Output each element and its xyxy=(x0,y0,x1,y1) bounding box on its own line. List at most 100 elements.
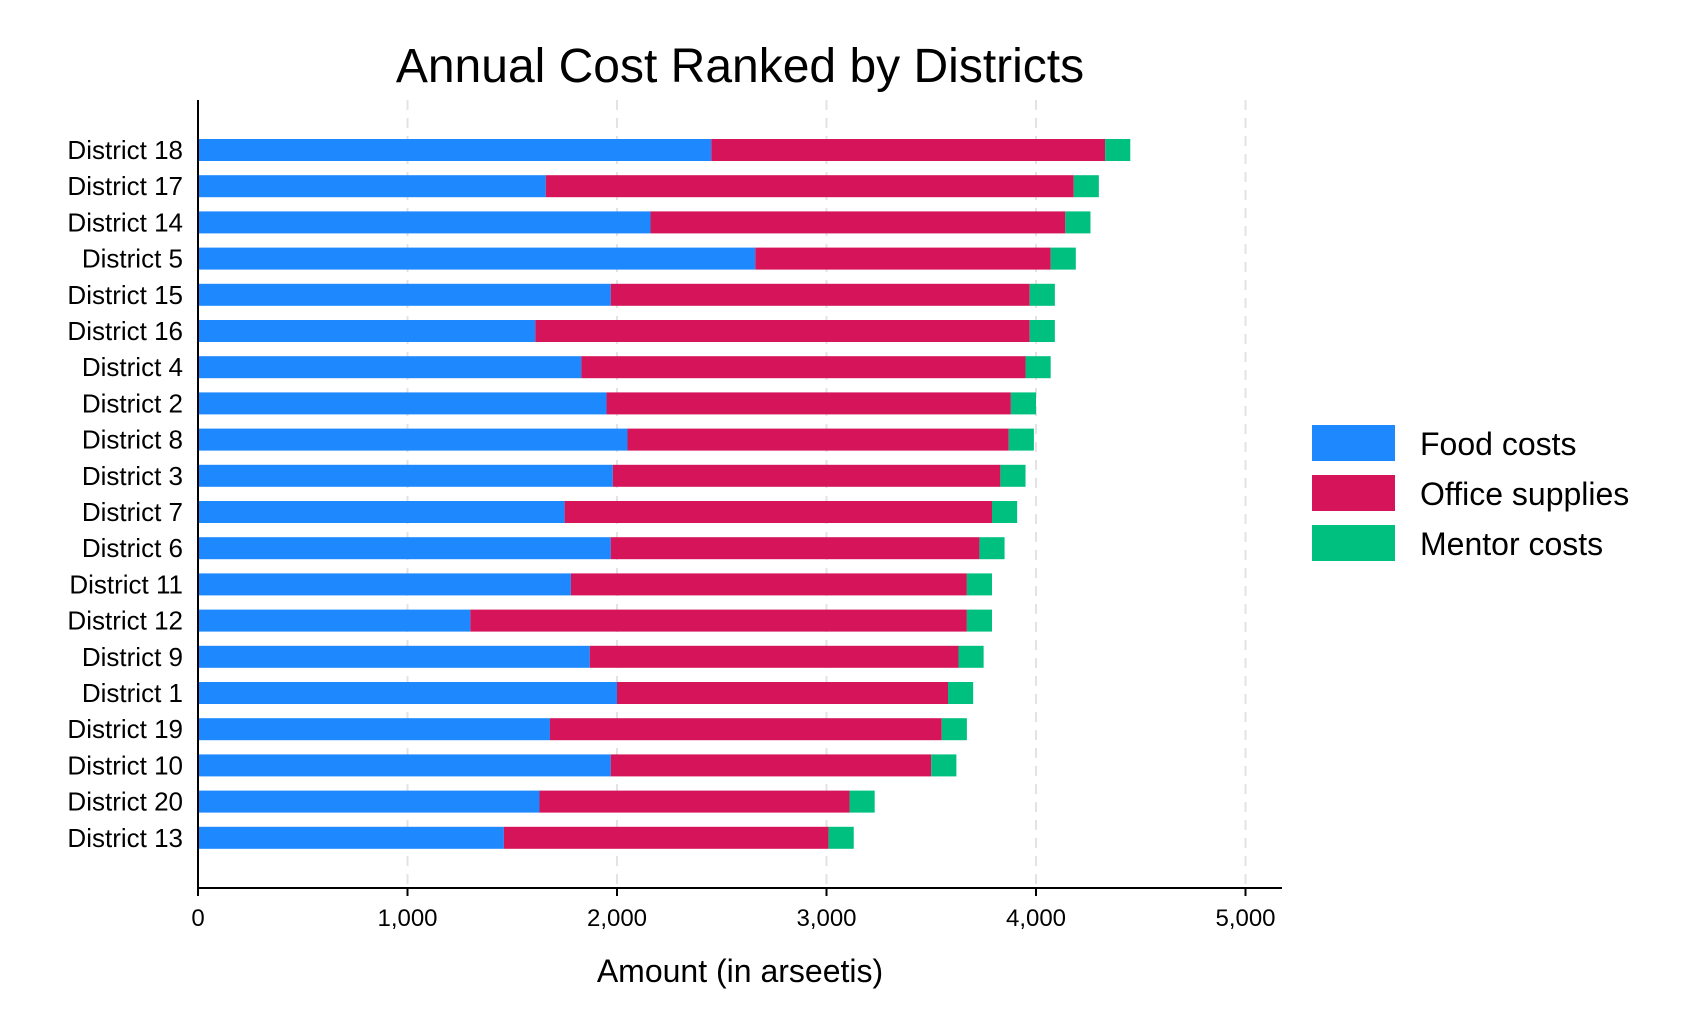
category-label: District 16 xyxy=(67,316,183,346)
bar-segment xyxy=(1050,247,1076,270)
legend: Food costs Office supplies Mentor costs xyxy=(1312,425,1629,562)
bar-segment xyxy=(198,283,611,306)
category-label: District 15 xyxy=(67,280,183,310)
category-labels: District 18 District 17 District 14 Distric… xyxy=(67,135,183,853)
category-label: District 7 xyxy=(82,497,183,527)
category-label: District 6 xyxy=(82,533,183,563)
bar-segment xyxy=(966,573,993,596)
bar-segment xyxy=(570,573,967,596)
bar-segment xyxy=(627,428,1009,451)
bar-segment xyxy=(979,537,1005,560)
category-label: District 20 xyxy=(67,787,183,817)
bar-segment xyxy=(198,537,611,560)
x-tick-label: 1,000 xyxy=(377,905,437,932)
bar-segment xyxy=(849,790,875,813)
bar-segment xyxy=(503,826,829,849)
bar-segment xyxy=(535,320,1030,342)
bar-segment xyxy=(198,175,546,198)
bar-segment xyxy=(966,609,993,632)
bar-segment xyxy=(198,573,571,596)
x-tick-label: 5,000 xyxy=(1215,905,1275,932)
bar-segment xyxy=(198,682,617,704)
category-label: District 5 xyxy=(82,244,183,274)
bar-segment xyxy=(931,754,957,777)
bar-segment xyxy=(198,718,550,741)
bar-segment xyxy=(606,392,1011,415)
legend-label: Food costs xyxy=(1420,426,1577,462)
category-label: District 12 xyxy=(67,606,183,636)
bar-segment xyxy=(1010,392,1036,415)
legend-swatch xyxy=(1312,475,1395,511)
legend-swatch xyxy=(1312,525,1395,561)
bar-segment xyxy=(941,718,967,741)
bar-segment xyxy=(545,175,1074,198)
bar-segment xyxy=(617,682,949,704)
category-label: District 1 xyxy=(82,678,183,708)
category-label: District 13 xyxy=(67,823,183,853)
bar-segment xyxy=(539,790,850,813)
category-label: District 3 xyxy=(82,461,183,491)
x-tick-label: 3,000 xyxy=(796,905,856,932)
bar-segment xyxy=(549,718,942,741)
bar-segment xyxy=(948,682,974,704)
bar-segment xyxy=(1029,320,1055,342)
chart-title: Annual Cost Ranked by Districts xyxy=(396,40,1084,93)
bar-segment xyxy=(198,464,613,487)
bar-segment xyxy=(198,826,504,849)
bar-segment xyxy=(755,247,1051,270)
category-label: District 4 xyxy=(82,352,183,382)
bar-segment xyxy=(198,139,712,161)
category-label: District 2 xyxy=(82,388,183,418)
category-label: District 9 xyxy=(82,642,183,672)
x-tick-label: 4,000 xyxy=(1006,905,1066,932)
bar-segment xyxy=(198,609,471,632)
bar-segment xyxy=(198,428,628,451)
legend-label: Office supplies xyxy=(1420,476,1629,512)
category-label: District 8 xyxy=(82,425,183,455)
category-label: District 17 xyxy=(67,171,183,201)
bar-segment xyxy=(1000,464,1026,487)
x-axis-label: Amount (in arseetis) xyxy=(597,953,883,989)
axes xyxy=(197,100,1282,889)
bar-segment xyxy=(198,247,756,270)
bar-segment xyxy=(198,211,651,234)
legend-swatch xyxy=(1312,425,1395,461)
category-label: District 10 xyxy=(67,750,183,780)
legend-label: Mentor costs xyxy=(1420,526,1603,562)
bar-segment xyxy=(198,501,565,523)
bar-segment xyxy=(198,320,536,342)
bar-segment xyxy=(650,211,1066,234)
bar-segment xyxy=(610,754,932,777)
bar-segment xyxy=(1025,356,1051,379)
bar-segment xyxy=(198,645,590,668)
bar-segment xyxy=(828,826,854,849)
bar-segment xyxy=(610,283,1030,306)
bar-segment xyxy=(198,790,540,813)
bar-segment xyxy=(1008,428,1034,451)
bar-segment xyxy=(992,501,1018,523)
category-label: District 19 xyxy=(67,714,183,744)
bar-segment xyxy=(564,501,993,523)
bar-segment xyxy=(1073,175,1099,198)
bar-segment xyxy=(958,645,984,668)
bar-segment xyxy=(1065,211,1091,234)
bar-segment xyxy=(711,139,1106,161)
category-label: District 14 xyxy=(67,207,183,237)
bar-segment xyxy=(589,645,959,668)
x-ticks: 0 1,000 2,000 3,000 4,000 5,000 xyxy=(191,888,1276,932)
bar-segment xyxy=(610,537,980,560)
category-label: District 18 xyxy=(67,135,183,165)
x-tick-label: 0 xyxy=(191,905,204,932)
bar-segment xyxy=(470,609,967,632)
bar-segment xyxy=(1029,283,1055,306)
bar-segment xyxy=(198,754,611,777)
bar-segment xyxy=(1105,139,1131,161)
bars xyxy=(198,139,1131,849)
bar-segment xyxy=(581,356,1026,379)
category-label: District 11 xyxy=(69,569,183,599)
x-tick-label: 2,000 xyxy=(587,905,647,932)
bar-segment xyxy=(198,356,582,379)
bar-segment xyxy=(198,392,607,415)
